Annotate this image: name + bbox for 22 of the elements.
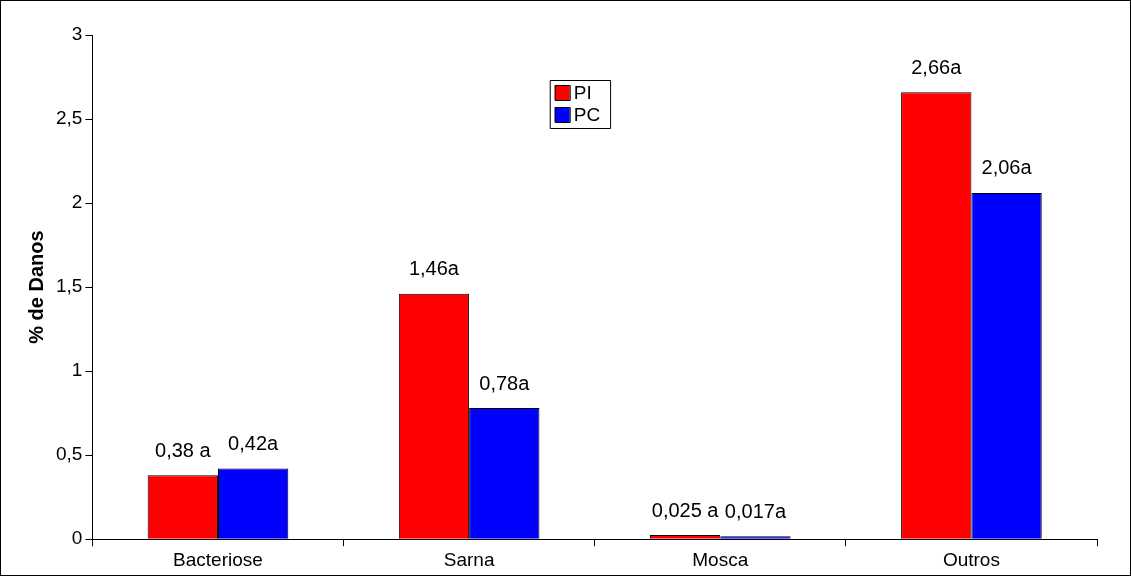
y-axis-title: % de Danos bbox=[24, 230, 47, 344]
legend-label: PI bbox=[573, 82, 592, 104]
legend-label: PC bbox=[573, 104, 601, 126]
data-label: 0,78a bbox=[479, 371, 531, 394]
data-label: 0,025 a bbox=[651, 498, 720, 521]
y-tick-label: 1,5 bbox=[55, 275, 83, 297]
data-label: 0,017a bbox=[724, 499, 787, 522]
data-label: 0,42a bbox=[228, 432, 280, 455]
y-tick-label: 0,5 bbox=[55, 443, 83, 465]
y-tick-label: 2 bbox=[71, 191, 83, 213]
y-tick-label: 0 bbox=[71, 527, 83, 549]
x-tick-label: Sarna bbox=[443, 548, 495, 570]
data-label: 0,38 a bbox=[155, 438, 212, 461]
data-label: 1,46a bbox=[408, 257, 460, 280]
y-tick-label: 1 bbox=[71, 359, 83, 381]
y-tick-label: 2,5 bbox=[55, 107, 83, 129]
x-tick-label: Bacteriose bbox=[173, 548, 263, 570]
y-tick-label: 3 bbox=[71, 23, 83, 45]
x-tick-label: Outros bbox=[942, 548, 1000, 570]
x-tick-label: Mosca bbox=[692, 548, 749, 570]
data-label: 2,06a bbox=[981, 156, 1033, 179]
data-label: 2,66a bbox=[911, 55, 963, 78]
